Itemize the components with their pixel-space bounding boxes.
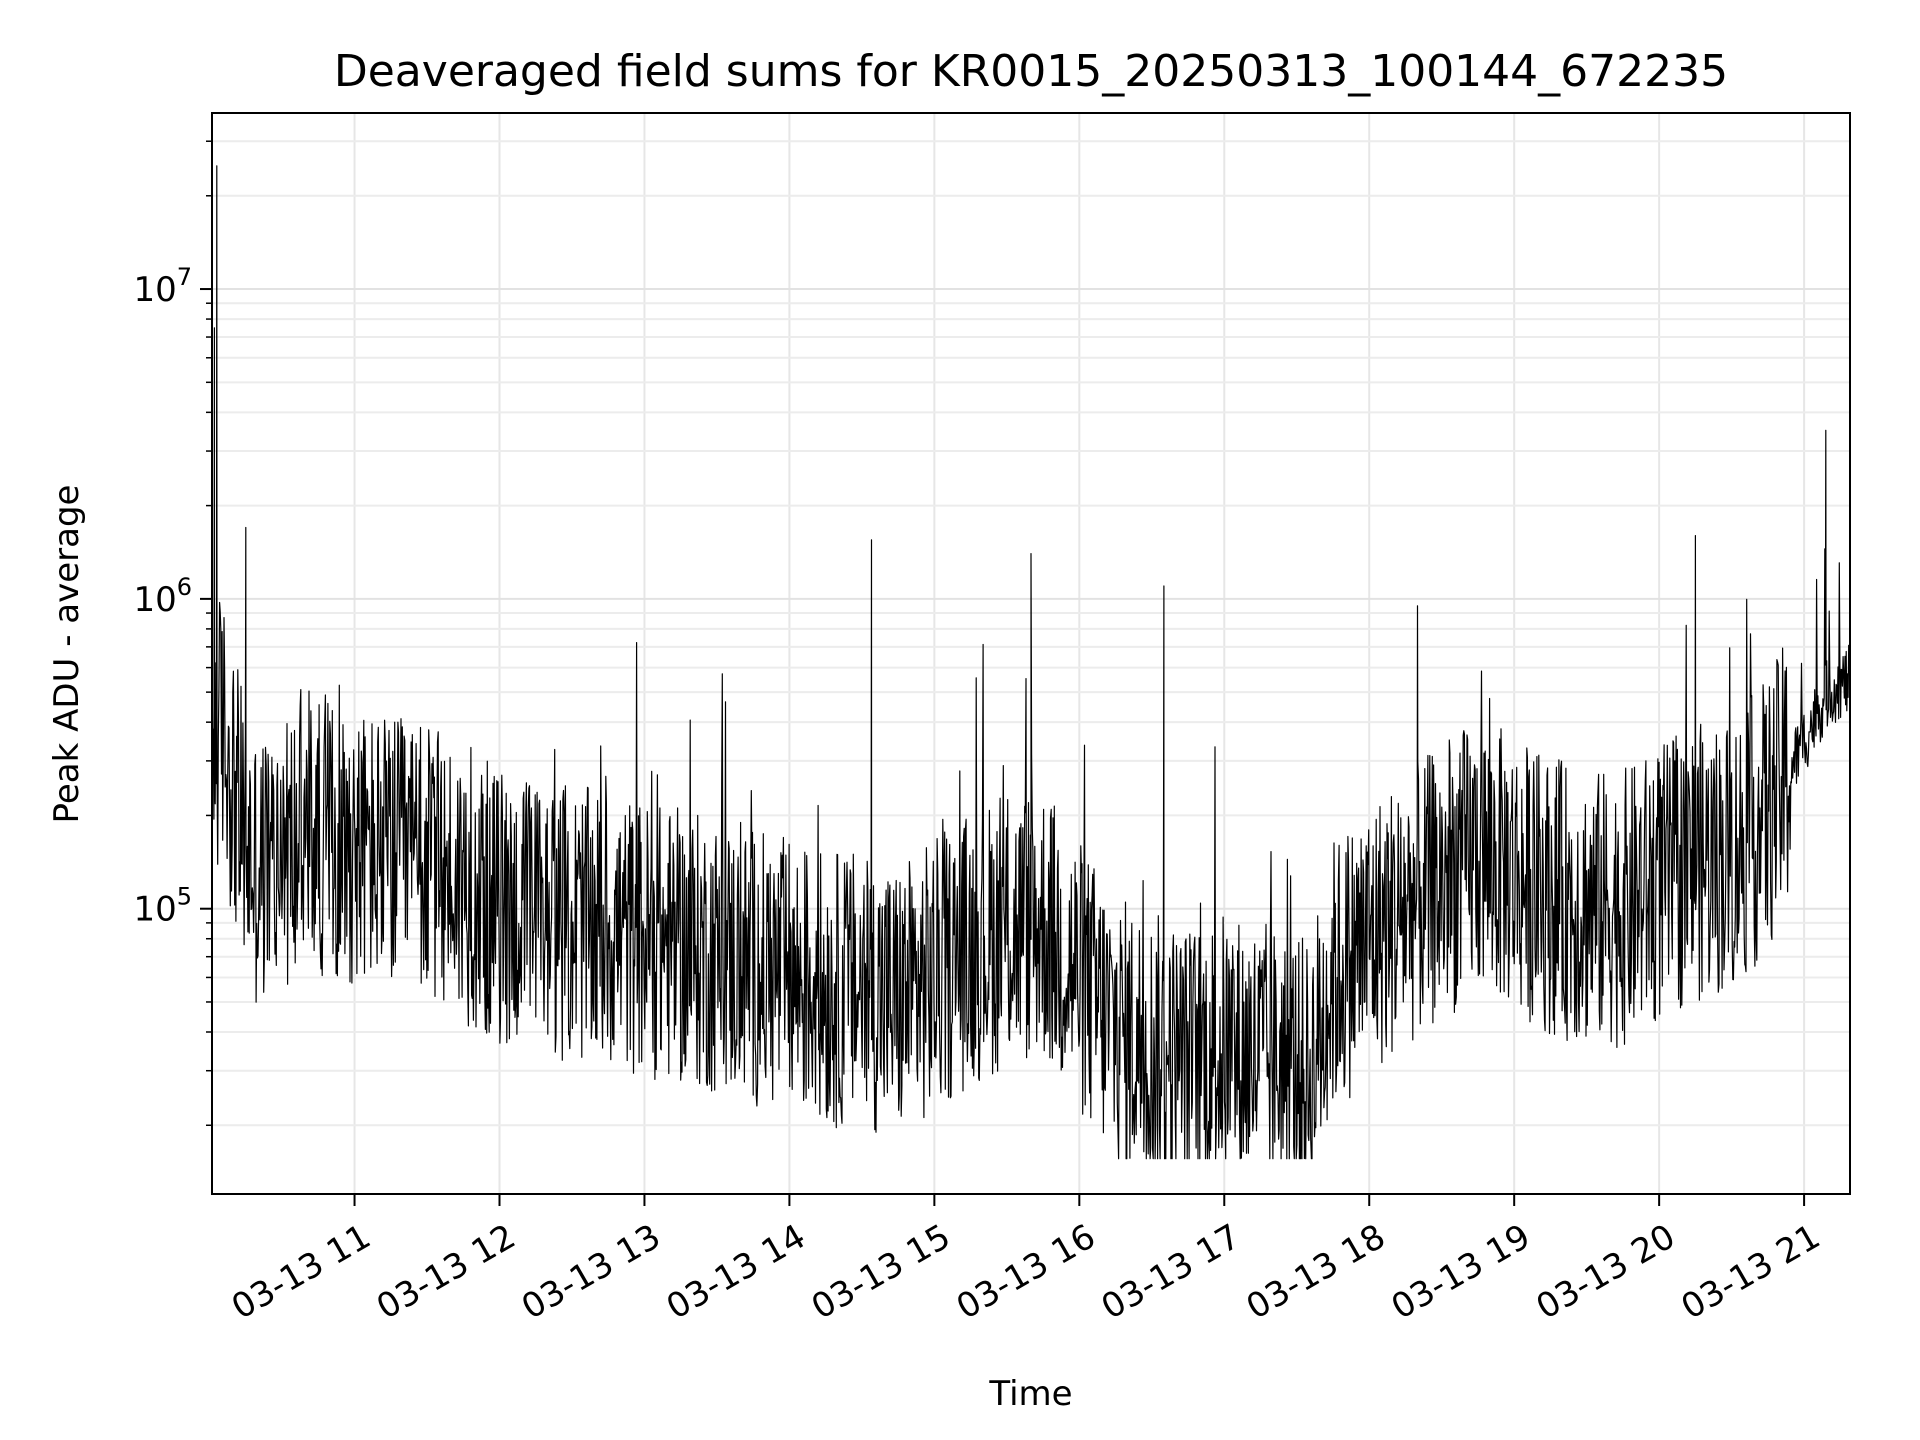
y-tick-base: 10 — [133, 270, 176, 310]
y-tick-exponent: 5 — [177, 883, 192, 911]
x-axis-label: Time — [988, 1374, 1072, 1414]
y-tick-exponent: 7 — [177, 263, 192, 291]
y-tick-base: 10 — [133, 890, 176, 930]
y-axis-label: Peak ADU - average — [47, 485, 87, 824]
y-tick-label: 106 — [133, 573, 192, 620]
series-group — [211, 165, 1851, 1160]
plot-frame — [211, 112, 1851, 1195]
y-tick-exponent: 6 — [177, 573, 192, 601]
y-tick-label: 107 — [133, 263, 192, 310]
y-tick-base: 10 — [133, 580, 176, 620]
series-line — [211, 165, 1851, 1160]
chart-title: Deaveraged field sums for KR0015_2025031… — [334, 46, 1728, 97]
y-tick-label: 105 — [133, 883, 192, 930]
